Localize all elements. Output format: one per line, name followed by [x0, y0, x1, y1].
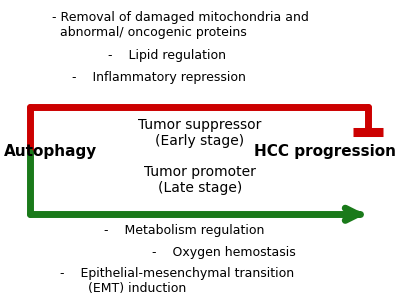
Text: - Removal of damaged mitochondria and
  abnormal/ oncogenic proteins: - Removal of damaged mitochondria and ab…	[52, 11, 309, 39]
Text: Tumor suppressor
(Early stage): Tumor suppressor (Early stage)	[138, 118, 262, 148]
Text: -    Lipid regulation: - Lipid regulation	[88, 49, 226, 62]
Text: -    Inflammatory repression: - Inflammatory repression	[64, 71, 246, 84]
Text: Autophagy: Autophagy	[4, 145, 97, 159]
Text: -    Epithelial-mesenchymal transition
         (EMT) induction: - Epithelial-mesenchymal transition (EMT…	[52, 267, 294, 295]
Text: -    Metabolism regulation: - Metabolism regulation	[88, 224, 264, 237]
Text: Tumor promoter
(Late stage): Tumor promoter (Late stage)	[144, 165, 256, 195]
Text: -    Oxygen hemostasis: - Oxygen hemostasis	[116, 246, 296, 258]
Text: HCC progression: HCC progression	[254, 145, 396, 159]
